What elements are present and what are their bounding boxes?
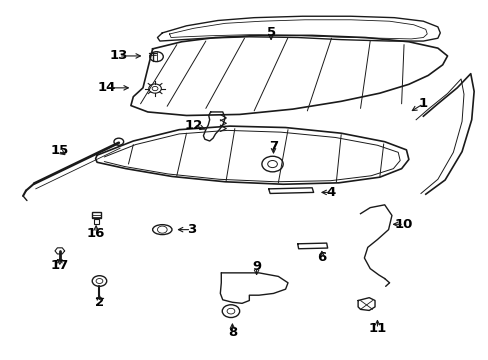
Text: 3: 3 xyxy=(186,223,196,236)
Circle shape xyxy=(114,138,123,145)
Text: 5: 5 xyxy=(266,26,275,39)
Circle shape xyxy=(92,276,106,286)
Circle shape xyxy=(222,305,239,318)
Text: 15: 15 xyxy=(51,144,69,157)
Text: 16: 16 xyxy=(87,227,105,240)
Circle shape xyxy=(149,52,163,62)
Text: 10: 10 xyxy=(394,218,412,231)
Text: 7: 7 xyxy=(268,140,278,153)
Text: 1: 1 xyxy=(418,97,427,110)
Text: 8: 8 xyxy=(227,326,237,339)
Text: 6: 6 xyxy=(317,252,326,265)
Text: 12: 12 xyxy=(184,118,203,131)
Text: 11: 11 xyxy=(367,322,386,336)
Text: 2: 2 xyxy=(95,296,104,309)
Text: 4: 4 xyxy=(326,186,335,199)
Text: 14: 14 xyxy=(97,81,116,94)
Text: 17: 17 xyxy=(51,258,69,271)
Text: 13: 13 xyxy=(109,49,128,62)
Text: 9: 9 xyxy=(251,260,261,273)
